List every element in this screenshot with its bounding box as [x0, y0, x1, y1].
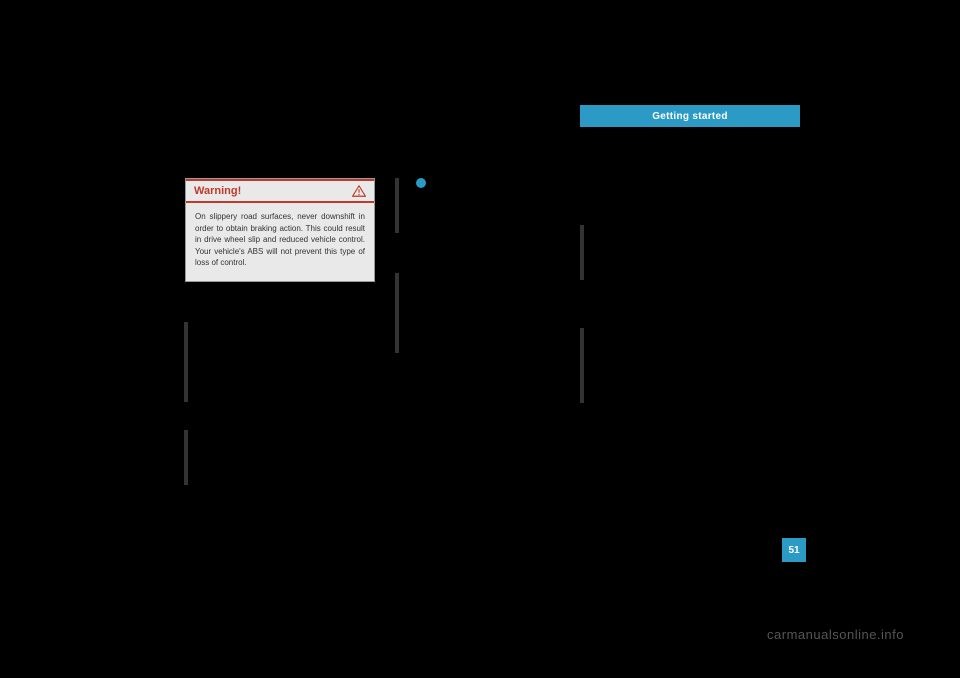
- warning-triangle-icon: [352, 185, 366, 197]
- warning-header: Warning!: [186, 179, 374, 203]
- content-bar: [184, 322, 188, 402]
- bullet-dot-icon: [416, 178, 426, 188]
- page-root: Getting started Warning! On slippery roa…: [0, 0, 960, 678]
- warning-title: Warning!: [194, 185, 241, 197]
- content-bar: [395, 178, 399, 233]
- warning-box: Warning! On slippery road surfaces, neve…: [185, 178, 375, 282]
- content-bar: [580, 328, 584, 403]
- page-number: 51: [788, 545, 799, 556]
- page-number-badge: 51: [782, 538, 806, 562]
- content-bar: [184, 430, 188, 485]
- watermark-text: carmanualsonline.info: [767, 627, 904, 642]
- content-bar: [580, 225, 584, 280]
- content-bar: [395, 273, 399, 353]
- section-header-text: Getting started: [652, 111, 728, 122]
- warning-body: On slippery road surfaces, never downshi…: [186, 203, 374, 281]
- section-header: Getting started: [580, 105, 800, 127]
